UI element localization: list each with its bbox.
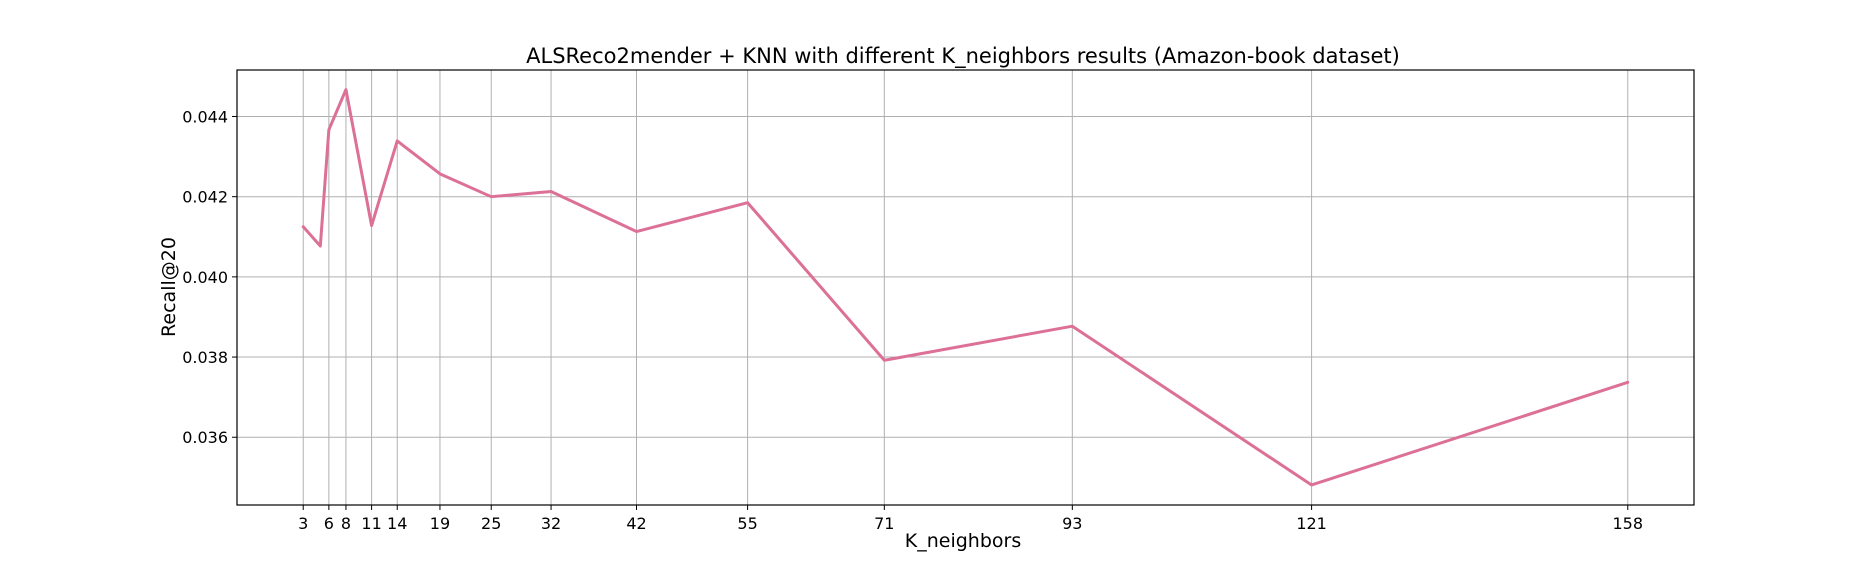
x-tick-label: 55 [737,514,757,533]
x-tick-label: 25 [481,514,501,533]
y-tick-label: 0.040 [182,268,228,287]
series-layer [301,88,1630,487]
x-tick-label: 71 [874,514,894,533]
chart-title: ALSReco2mender + KNN with different K_ne… [526,44,1400,69]
y-tick-label: 0.036 [182,428,228,447]
grid [237,70,1694,505]
axis-ticks: 3 6 8 11 14 19 25 32 42 55 71 93 121 158 0.036 0.038 0.0… [182,108,1643,533]
x-tick-label: 93 [1062,514,1082,533]
x-tick-label: 19 [430,514,450,533]
x-tick-label: 3 [298,514,308,533]
x-tick-label: 14 [387,514,407,533]
x-axis-label: K_neighbors [905,530,1021,552]
x-tick-label: 121 [1296,514,1327,533]
x-tick-label: 11 [361,514,381,533]
x-tick-label: 6 [324,514,334,533]
plot-frame [236,69,1695,506]
y-tick-label: 0.042 [182,188,228,207]
series-line [301,88,1630,487]
x-tick-label: 42 [626,514,646,533]
y-tick-label: 0.038 [182,348,228,367]
y-axis-label: Recall@20 [158,237,180,337]
x-tick-label: 32 [541,514,561,533]
x-tick-label: 158 [1612,514,1643,533]
y-tick-label: 0.044 [182,108,228,127]
x-tick-label: 8 [341,514,351,533]
